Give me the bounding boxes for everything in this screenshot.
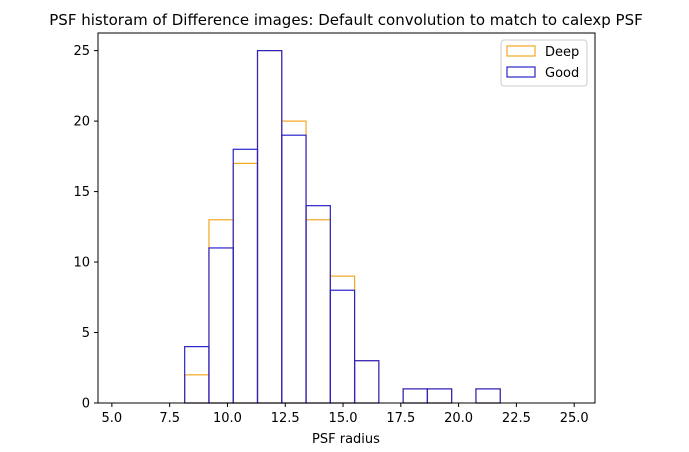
bar-deep-4 (208, 219, 234, 404)
x-tick-label: 12.5 (271, 411, 300, 426)
x-tick-label: 7.5 (159, 411, 180, 426)
y-tick-label: 15 (73, 185, 90, 200)
legend-box (500, 39, 588, 87)
bar-deep-9 (329, 275, 356, 404)
bar-good-12 (402, 388, 429, 404)
x-tick-label: 15.0 (329, 411, 358, 426)
plot-frame (97, 32, 596, 404)
y-tick-label: 20 (73, 115, 90, 130)
bar-good-5 (232, 148, 259, 404)
bar-deep-13 (426, 388, 453, 404)
bars-layer (184, 50, 501, 404)
x-tick-label: 25.0 (560, 411, 589, 426)
bar-deep-10 (353, 360, 380, 404)
x-tick-label: 10.0 (213, 411, 242, 426)
chart-title: PSF historam of Difference images: Defau… (49, 11, 642, 29)
x-tick-label: 22.5 (502, 411, 531, 426)
legend-swatch-good (506, 66, 536, 78)
bar-deep-8 (305, 219, 331, 404)
x-axis-label: PSF radius (312, 432, 380, 447)
bar-good-6 (256, 50, 283, 404)
bar-deep-15 (475, 388, 501, 404)
legend: Deep Good (500, 39, 588, 87)
y-tick-label: 5 (82, 326, 90, 341)
y-tick-label: 25 (73, 44, 90, 59)
bar-good-10 (353, 360, 380, 404)
y-tick-label: 10 (73, 256, 90, 271)
bar-good-15 (475, 388, 501, 404)
bar-good-9 (329, 289, 356, 404)
y-axis: 0 5 10 15 20 25 (73, 44, 98, 412)
legend-label-good: Good (545, 66, 579, 81)
y-tick-label: 0 (82, 397, 90, 412)
x-tick-label: 20.0 (444, 411, 473, 426)
bar-deep-12 (402, 388, 429, 404)
bar-deep-3 (184, 374, 210, 404)
bar-deep-5 (232, 162, 259, 404)
bar-good-13 (426, 388, 453, 404)
bar-deep-6 (256, 50, 283, 404)
legend-swatch-deep (506, 45, 536, 57)
legend-label-deep: Deep (545, 45, 579, 60)
bar-deep-7 (281, 120, 307, 404)
x-tick-label: 5.0 (102, 411, 123, 426)
x-tick-label: 17.5 (386, 411, 415, 426)
bar-good-8 (305, 205, 331, 404)
bar-good-4 (208, 247, 234, 404)
bar-good-7 (281, 134, 307, 404)
x-axis: 5.0 7.5 10.0 12.5 15.0 17.5 20.0 22.5 25.0 (102, 403, 589, 426)
